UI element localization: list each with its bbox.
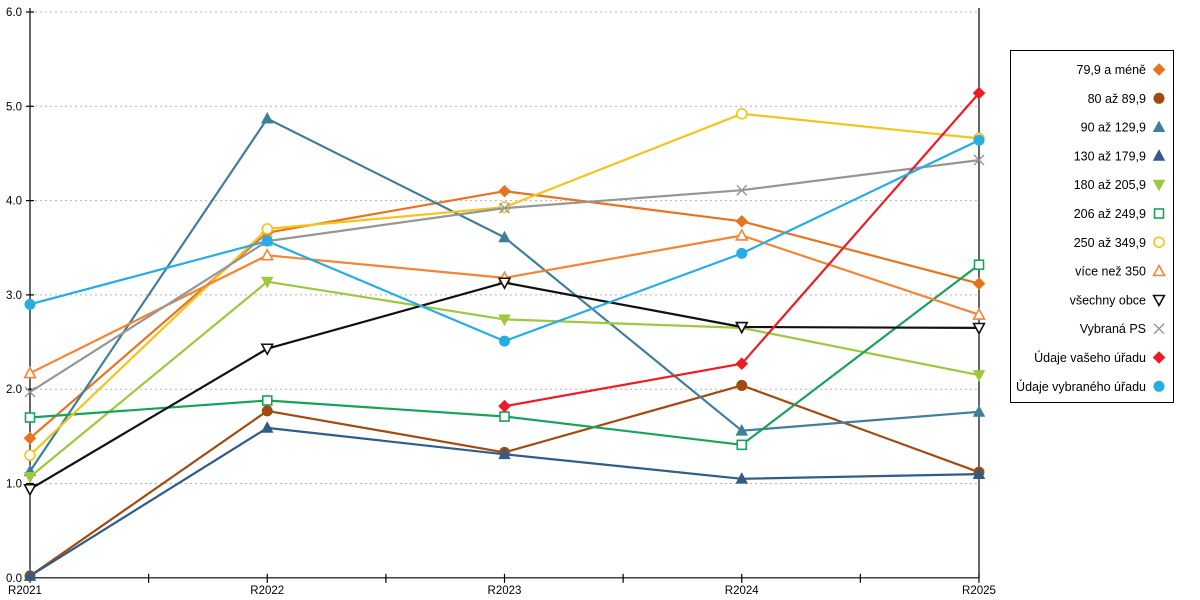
data-point-marker-icon <box>24 412 36 423</box>
x-tick-label: R2025 <box>962 585 996 597</box>
data-point-marker-icon <box>498 447 511 460</box>
data-point-marker-icon <box>498 230 511 243</box>
data-point-marker-icon <box>735 228 749 241</box>
legend-item-label: více než 350 <box>1075 265 1146 279</box>
data-point-marker-icon <box>260 248 274 261</box>
x-tick-label: R2022 <box>250 585 284 597</box>
data-point-marker-icon <box>735 108 748 120</box>
x-tick-label: R2024 <box>725 585 759 597</box>
data-point-marker-icon <box>261 276 274 289</box>
data-point-marker-icon <box>499 411 510 422</box>
legend-item-label: 79,9 a méně <box>1077 63 1147 77</box>
data-point-marker-icon <box>973 134 985 146</box>
legend-item-label: 130 až 179,9 <box>1074 149 1146 163</box>
data-point-marker-icon <box>23 431 37 445</box>
legend-item-label: Údaje vašeho úřadu <box>1034 350 1146 365</box>
x-tick-label: R2021 <box>8 585 42 597</box>
data-point-marker-icon <box>261 421 274 433</box>
circle-legend-marker-icon <box>1153 92 1165 104</box>
data-point-marker-icon <box>735 357 749 371</box>
x-legend-marker-icon <box>1153 323 1165 335</box>
data-point-marker-icon <box>261 395 273 406</box>
data-point-marker-icon <box>24 298 36 310</box>
triangle-up-legend-marker-icon <box>1152 149 1166 161</box>
data-point-marker-icon <box>261 223 274 235</box>
data-point-marker-icon <box>972 307 986 320</box>
circle-legend-marker-icon <box>1153 236 1165 249</box>
legend-item-label: Vybraná PS <box>1080 322 1146 336</box>
data-point-marker-icon <box>972 370 986 382</box>
legend-item-label: 90 až 129,9 <box>1081 121 1146 135</box>
diamond-legend-marker-icon <box>1152 63 1166 76</box>
data-point-marker-icon <box>23 483 37 497</box>
data-point-marker-icon <box>23 365 37 379</box>
y-tick-label: 5.0 <box>6 101 22 113</box>
legend-item-label: 250 až 349,9 <box>1074 236 1146 250</box>
data-point-marker-icon <box>497 277 512 290</box>
data-point-marker-icon <box>735 472 748 484</box>
legend-item-label: všechny obce <box>1070 293 1146 307</box>
data-point-marker-icon <box>972 322 986 336</box>
legend-item-label: 80 až 89,9 <box>1088 92 1146 106</box>
data-point-marker-icon <box>24 449 36 462</box>
data-point-marker-icon <box>972 405 986 417</box>
triangle-up-legend-marker-icon <box>1152 120 1166 132</box>
data-point-marker-icon <box>736 379 748 391</box>
data-point-marker-icon <box>736 247 748 259</box>
triangle-down-legend-marker-icon <box>1152 179 1166 192</box>
data-point-marker-icon <box>260 343 274 356</box>
legend-box <box>1010 50 1174 403</box>
data-point-marker-icon <box>972 86 986 100</box>
data-point-marker-icon <box>736 439 748 451</box>
y-tick-label: 2.0 <box>6 384 22 396</box>
y-tick-label: 1.0 <box>6 479 22 491</box>
data-point-marker-icon <box>23 471 37 484</box>
data-point-marker-icon <box>972 467 986 479</box>
data-point-marker-icon <box>23 569 37 581</box>
data-point-marker-icon <box>735 215 749 228</box>
data-point-marker-icon <box>972 277 986 290</box>
y-tick-label: 0.0 <box>6 573 22 585</box>
legend-item-label: 206 až 249,9 <box>1074 207 1146 221</box>
data-point-marker-icon <box>498 314 511 327</box>
x-tick-label: R2023 <box>488 585 522 597</box>
triangle-up-legend-marker-icon <box>1152 263 1166 277</box>
y-tick-label: 4.0 <box>6 196 22 208</box>
triangle-down-legend-marker-icon <box>1152 294 1166 308</box>
data-point-marker-icon <box>498 399 511 413</box>
data-point-marker-icon <box>499 335 510 347</box>
data-point-marker-icon <box>24 386 36 398</box>
data-point-marker-icon <box>261 111 274 124</box>
y-tick-label: 6.0 <box>6 7 22 19</box>
data-point-marker-icon <box>261 235 273 247</box>
data-point-marker-icon <box>973 259 985 271</box>
data-point-marker-icon <box>499 202 510 214</box>
diamond-legend-marker-icon <box>1152 351 1166 364</box>
data-point-marker-icon <box>736 184 748 196</box>
circle-legend-marker-icon <box>1153 380 1165 392</box>
legend-item-label: 180 až 205,9 <box>1074 178 1146 192</box>
data-point-marker-icon <box>498 184 511 198</box>
data-point-marker-icon <box>735 424 748 436</box>
data-point-marker-icon <box>735 321 749 335</box>
data-point-marker-icon <box>261 405 273 417</box>
square-legend-marker-icon <box>1153 208 1165 219</box>
y-tick-label: 3.0 <box>6 290 22 302</box>
legend-item-label: Údaje vybraného úřadu <box>1016 379 1146 394</box>
data-point-marker-icon <box>973 154 985 166</box>
